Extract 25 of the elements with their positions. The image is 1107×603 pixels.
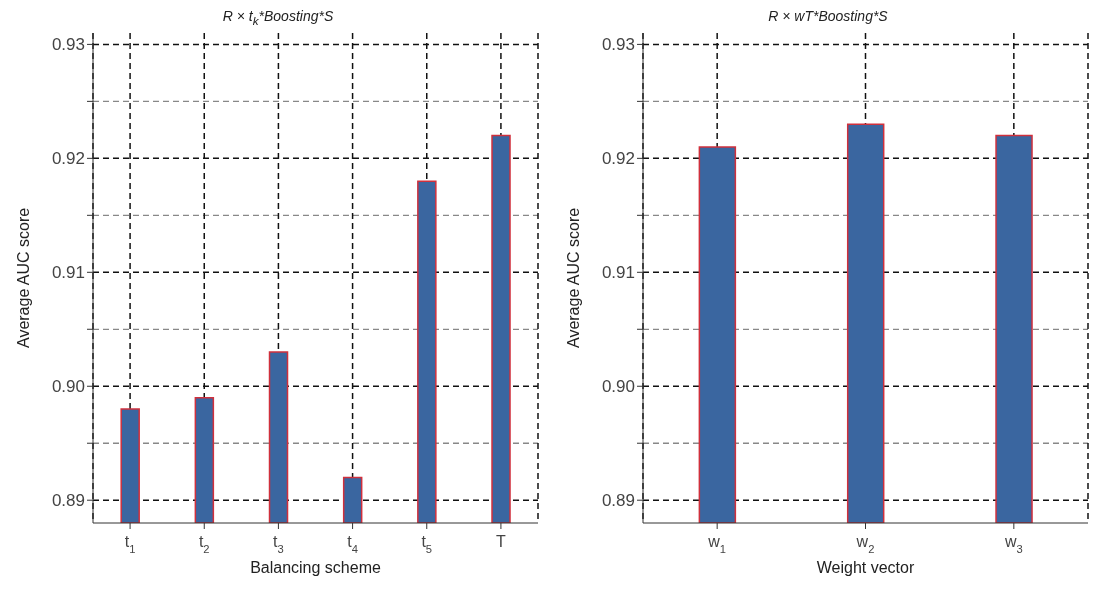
y-axis-title: Average AUC score [14, 207, 32, 348]
y-tick-label: 0.92 [601, 149, 635, 169]
chart-title: R × wT*Boosting*S [767, 8, 889, 26]
x-tick-label: t$_{3}$ [273, 533, 284, 555]
y-tick-label: 0.92 [51, 149, 85, 169]
y-tick-label: 0.93 [601, 35, 635, 55]
x-tick-label: w$_{2}$ [855, 533, 875, 555]
y-tick-label: 0.89 [51, 491, 85, 511]
x-axis-title: Balancing scheme [250, 559, 381, 576]
y-tick-label: 0.90 [601, 377, 635, 397]
y-tick-label: 0.91 [601, 263, 635, 283]
x-tick-label: T [496, 533, 507, 550]
y-axis-title: Average AUC score [564, 207, 582, 348]
x-tick-label: w$_{3}$ [1003, 533, 1023, 555]
x-axis-title: Weight vector [816, 559, 915, 576]
y-tick-label: 0.89 [601, 491, 635, 511]
y-tick-label: 0.91 [51, 263, 85, 283]
x-tick-label: w$_{1}$ [707, 533, 727, 555]
chart-title: R × t$_{k}$*Boosting*S [221, 8, 335, 28]
x-tick-label: t$_{2}$ [198, 533, 210, 555]
x-tick-label: t$_{4}$ [347, 533, 358, 555]
x-tick-label: t$_{5}$ [421, 533, 433, 555]
x-tick-label: t$_{1}$ [124, 533, 136, 555]
y-tick-label: 0.93 [51, 35, 85, 55]
y-tick-label: 0.90 [51, 377, 85, 397]
